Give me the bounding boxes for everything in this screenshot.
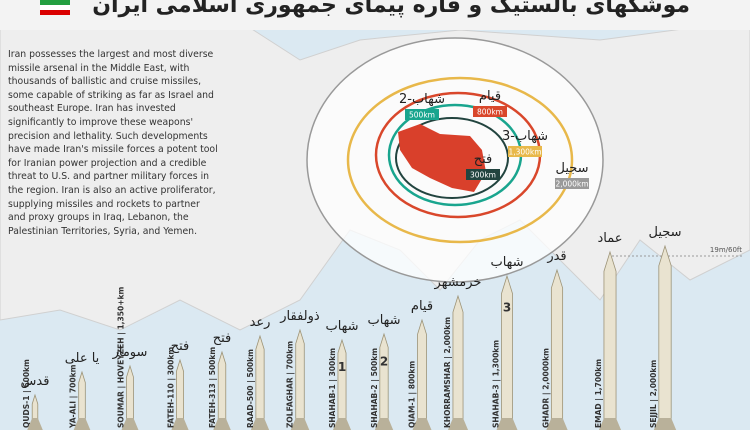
intro-text: Iran possesses the largest and most dive…: [8, 49, 218, 237]
range-ring: [395, 117, 509, 199]
missile-label: SEJJIL | 2,000km: [649, 360, 659, 428]
missile: [501, 274, 513, 430]
missile: [658, 244, 672, 430]
range-value: 500km: [409, 111, 435, 120]
flag: [40, 0, 70, 5]
missile: [217, 350, 227, 430]
missile-number: 3: [503, 301, 511, 315]
missile-name: خرمشهر: [434, 275, 482, 290]
range-badge: [473, 106, 507, 117]
missile-name: شهاب: [325, 319, 358, 334]
missile-fin: [73, 418, 91, 430]
missile-label: KHORRAMSHAR | 2,000km: [443, 317, 453, 428]
range-value: 300km: [470, 171, 496, 180]
range-ring: [346, 76, 574, 244]
range-value: 1,300km: [508, 148, 541, 157]
missile: [295, 328, 305, 430]
missile-label: QUDS-1 | 600km: [22, 359, 32, 428]
missile-label: SHAHAB-2 | 500km: [370, 348, 380, 428]
range-name: شهاب-2: [399, 92, 445, 107]
missile-name: سجیل: [648, 225, 681, 240]
missile: [417, 318, 427, 430]
range-badge: [555, 178, 589, 189]
missile-name: رعد: [250, 315, 271, 330]
missile-name: ذولفقار: [279, 309, 320, 324]
iran: [398, 124, 486, 192]
missile-label: YA-ALI | 700km: [69, 364, 79, 429]
title: موشکهای بالستیک و قاره پیمای جمهوری اسلا…: [92, 0, 690, 18]
missile: [78, 370, 86, 430]
missile-fin: [496, 418, 518, 430]
missile-name: شهاب: [490, 255, 523, 270]
missile-fin: [171, 418, 189, 430]
missile-label: SHAHAB-3 | 1,300km: [492, 340, 502, 428]
missile-number: 1: [338, 360, 346, 374]
missile-fin: [598, 418, 622, 430]
range-name: سجیل: [555, 161, 588, 176]
missile-fin: [447, 418, 469, 430]
missile-label: ZOLFAGHAR | 700km: [286, 341, 296, 428]
missile-fin: [27, 418, 43, 430]
missile-label: QIAM-1 | 800km: [408, 361, 418, 428]
missile: [603, 250, 617, 430]
missile-fin: [213, 418, 231, 430]
missile-fin: [332, 418, 352, 430]
range-name: فتح: [474, 152, 493, 167]
title-band: [0, 0, 750, 30]
missile: [337, 338, 347, 430]
missile-label: FATEH-110 | 300km: [166, 347, 176, 428]
range-badge: [466, 169, 500, 180]
missile-fin: [412, 418, 432, 430]
missile: [550, 268, 564, 430]
missile: [452, 294, 464, 430]
missile-name: قدس: [21, 374, 50, 389]
missile-name: فتح: [171, 339, 190, 354]
missile-label: SOUMAR | HOVEYZEH | 1,350+km: [117, 287, 127, 428]
range-value: 800km: [477, 108, 503, 117]
missile-fin: [121, 418, 139, 430]
flag: [40, 10, 70, 15]
missile-name: عماد: [597, 231, 622, 246]
missile-name: سومار: [112, 345, 148, 360]
missile-fin: [653, 418, 677, 430]
missile-name: یا علی: [65, 351, 100, 366]
missile: [126, 364, 134, 430]
scale-label: 19m/60ft: [710, 246, 742, 254]
missile-fin: [546, 418, 568, 430]
missile: [379, 332, 389, 430]
range-value: 2,000km: [555, 180, 588, 189]
missile-label: EMAD | 1,700km: [594, 359, 604, 428]
missile-label: FATEH-313 | 500km: [208, 347, 218, 428]
range-name: شهاب-3: [502, 129, 548, 144]
missile-name: فتح: [213, 331, 232, 346]
missile-label: GHADR | 2,0000km: [541, 348, 551, 428]
missile-fin: [374, 418, 394, 430]
missile: [176, 358, 184, 430]
flag: [40, 5, 70, 10]
missile-label: RAAD-500 | 500km: [246, 349, 256, 428]
range-name: قیام: [479, 89, 501, 104]
missile: [255, 334, 265, 430]
range-badge: [508, 146, 542, 157]
missile-number: 2: [380, 354, 388, 368]
missile-name: قدر: [546, 249, 566, 264]
missile-label: SHAHAB-1 | 300km: [328, 348, 338, 428]
missile-name: شهاب: [367, 313, 400, 328]
range-badge: [405, 109, 439, 120]
missile-name: قیام: [411, 299, 433, 314]
missile-fin: [290, 418, 310, 430]
missile-fin: [250, 418, 270, 430]
